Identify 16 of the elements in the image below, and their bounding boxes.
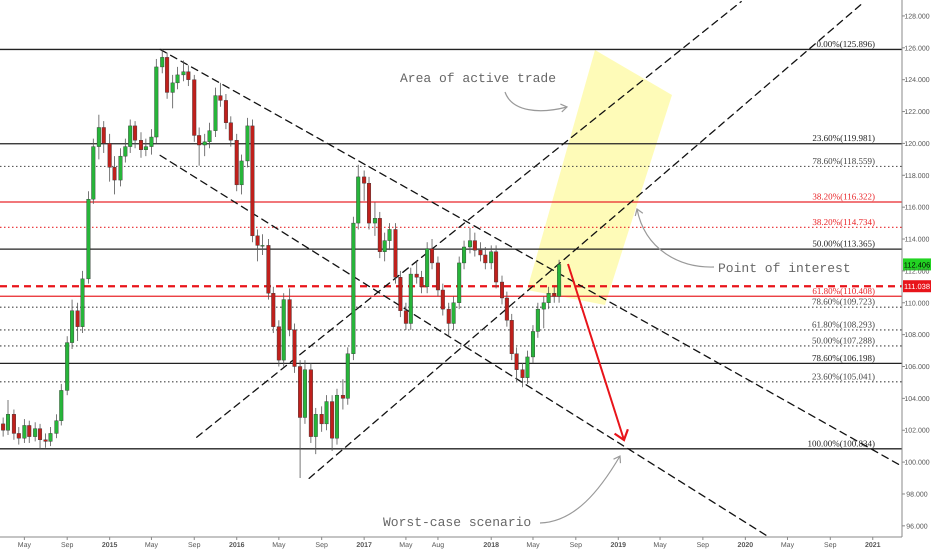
ref-line-label: 23.60%(105.041): [812, 371, 875, 382]
ref-line-label: 61.80%(110.408): [812, 286, 875, 296]
ref-line-label: 0.00%(125.896): [816, 38, 875, 49]
ref-line-label: 78.60%(118.559): [812, 156, 875, 166]
ref-line-label: 100.00%(100.834): [808, 438, 875, 448]
ref-line-label: 38.20%(116.322): [812, 192, 875, 202]
ref-line-label: 78.60%(106.198): [812, 352, 875, 363]
annotation: Worst-case scenario: [383, 515, 532, 530]
ref-line-label: 50.00%(113.365): [812, 238, 875, 249]
annotation: Point of interest: [718, 261, 851, 276]
ref-line-label: 61.80%(108.293): [812, 319, 875, 330]
ref-line-label: 78.60%(109.723): [812, 296, 875, 307]
annotation: Area of active trade: [400, 71, 556, 86]
ref-line-label: 38.20%(114.734): [812, 216, 875, 227]
ref-line-label: 50.00%(107.288): [812, 335, 875, 346]
ref-line-label: 23.60%(119.981): [812, 133, 875, 144]
